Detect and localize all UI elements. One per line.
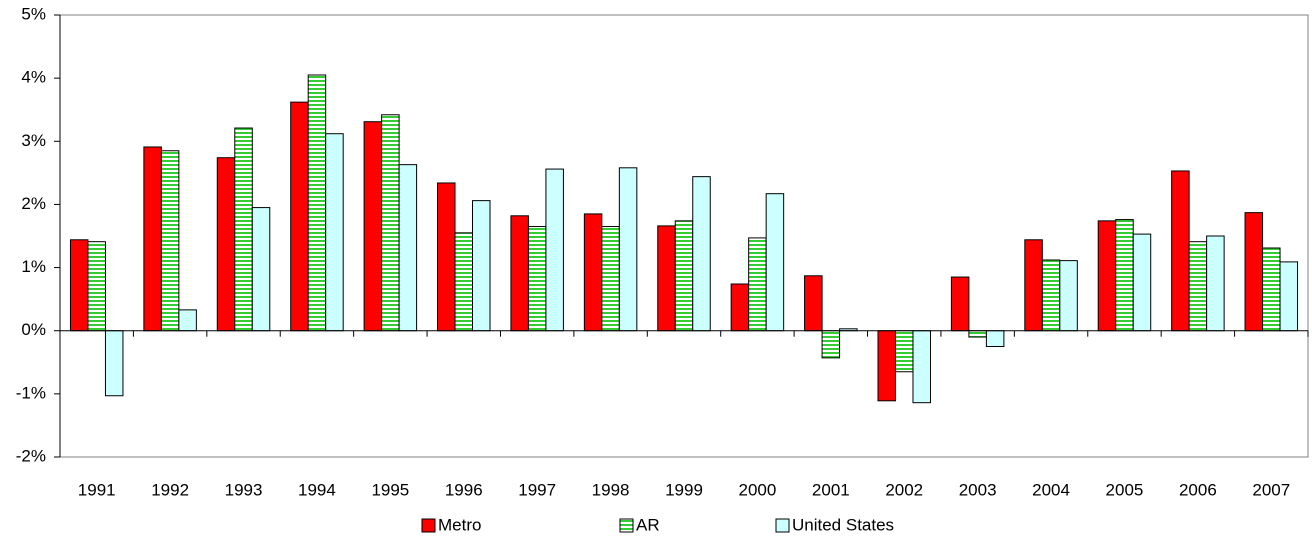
bar [454, 232, 474, 332]
bar [398, 164, 418, 332]
x-tick-label: 2002 [885, 480, 923, 499]
y-tick-label: 2% [21, 194, 46, 213]
legend-label: Metro [438, 515, 481, 534]
bar [1188, 241, 1208, 332]
y-tick-label: 0% [21, 320, 46, 339]
bar [69, 239, 89, 332]
bar [510, 215, 529, 332]
x-tick-label: 2000 [738, 480, 776, 499]
bar [1279, 261, 1299, 332]
bar [234, 127, 253, 332]
bar [985, 330, 1005, 348]
bar [290, 101, 309, 332]
bar [307, 74, 327, 332]
bar [1262, 247, 1281, 332]
bar [674, 220, 694, 332]
bar [657, 225, 676, 332]
y-tick-label: 5% [21, 4, 46, 23]
bar [1059, 260, 1078, 332]
bar [692, 176, 711, 332]
bar [1171, 170, 1190, 332]
bar [1024, 239, 1043, 332]
bar [104, 330, 124, 397]
x-tick-label: 1998 [592, 480, 630, 499]
bar [325, 133, 344, 332]
legend-label: United States [792, 515, 894, 534]
bar [381, 114, 400, 332]
x-tick-label: 2007 [1252, 480, 1290, 499]
bar [545, 168, 564, 332]
bar [216, 157, 236, 332]
x-tick-label: 1991 [78, 480, 116, 499]
bar [601, 226, 620, 332]
x-tick-label: 2001 [812, 480, 850, 499]
bar [894, 330, 914, 373]
x-tick-label: 1997 [518, 480, 556, 499]
x-tick-label: 2003 [959, 480, 997, 499]
x-tick-label: 2005 [1106, 480, 1144, 499]
bar [912, 330, 931, 404]
y-tick-label: 1% [21, 257, 46, 276]
bar [1132, 233, 1152, 332]
legend-swatch [775, 518, 790, 533]
x-tick-label: 1993 [225, 480, 263, 499]
bar [1041, 259, 1061, 332]
y-tick-label: 3% [21, 131, 46, 150]
bar [618, 167, 638, 332]
bar [877, 330, 896, 402]
bar [437, 182, 456, 332]
bar [251, 207, 271, 332]
x-tick-label: 2006 [1179, 480, 1217, 499]
bar [363, 121, 383, 332]
bar [730, 283, 750, 332]
bar [87, 241, 106, 332]
legend-swatch [421, 518, 436, 533]
bar [1206, 235, 1225, 332]
bar [472, 200, 491, 332]
y-tick-label: -1% [16, 383, 46, 402]
bar [178, 309, 197, 332]
bar [821, 330, 841, 359]
y-tick-label: -2% [16, 446, 46, 465]
bar [583, 213, 603, 332]
x-tick-label: 1994 [298, 480, 336, 499]
bar [950, 276, 970, 332]
legend-label: AR [636, 515, 660, 534]
bar [527, 226, 547, 332]
legend-swatch [619, 518, 634, 533]
bar [1115, 219, 1134, 332]
bar [748, 237, 767, 332]
bar [1097, 220, 1117, 332]
bar [765, 193, 785, 332]
x-tick-label: 1996 [445, 480, 483, 499]
bar [143, 146, 162, 332]
x-tick-label: 1992 [151, 480, 189, 499]
bar [968, 330, 987, 338]
bar [160, 150, 180, 332]
x-tick-label: 2004 [1032, 480, 1070, 499]
x-tick-label: 1995 [371, 480, 409, 499]
y-tick-label: 4% [21, 68, 46, 87]
bar [1244, 212, 1264, 332]
bar [804, 275, 823, 332]
x-tick-label: 1999 [665, 480, 703, 499]
